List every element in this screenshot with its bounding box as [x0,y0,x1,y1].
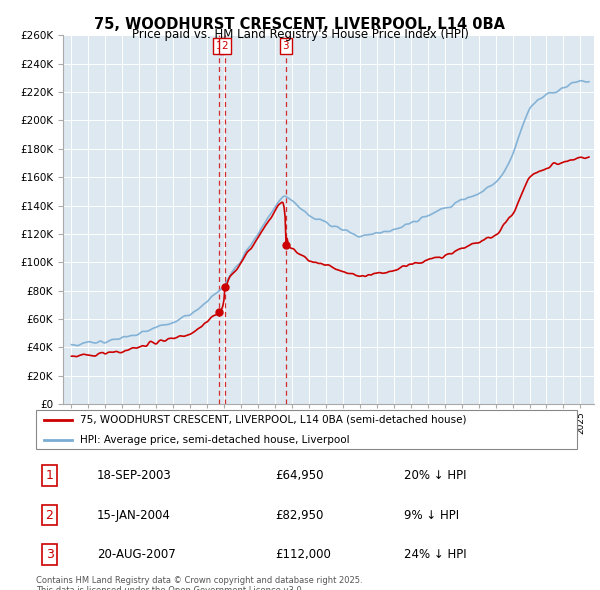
Text: 9% ↓ HPI: 9% ↓ HPI [404,509,459,522]
Text: Contains HM Land Registry data © Crown copyright and database right 2025.
This d: Contains HM Land Registry data © Crown c… [36,576,362,590]
Text: 18-SEP-2003: 18-SEP-2003 [97,469,172,482]
Text: Price paid vs. HM Land Registry's House Price Index (HPI): Price paid vs. HM Land Registry's House … [131,28,469,41]
Text: £82,950: £82,950 [275,509,324,522]
Text: £64,950: £64,950 [275,469,324,482]
Text: 20% ↓ HPI: 20% ↓ HPI [404,469,466,482]
Text: 1: 1 [46,469,53,482]
Text: 3: 3 [283,41,289,51]
Text: 3: 3 [46,548,53,561]
Text: 1: 1 [216,41,223,51]
Text: 75, WOODHURST CRESCENT, LIVERPOOL, L14 0BA (semi-detached house): 75, WOODHURST CRESCENT, LIVERPOOL, L14 0… [80,415,467,425]
Text: 24% ↓ HPI: 24% ↓ HPI [404,548,466,561]
Text: HPI: Average price, semi-detached house, Liverpool: HPI: Average price, semi-detached house,… [80,435,350,445]
Text: 15-JAN-2004: 15-JAN-2004 [97,509,171,522]
Text: 2: 2 [221,41,228,51]
Text: 2: 2 [46,509,53,522]
Text: £112,000: £112,000 [275,548,331,561]
Text: 75, WOODHURST CRESCENT, LIVERPOOL, L14 0BA: 75, WOODHURST CRESCENT, LIVERPOOL, L14 0… [95,17,505,31]
FancyBboxPatch shape [35,411,577,449]
Text: 20-AUG-2007: 20-AUG-2007 [97,548,176,561]
